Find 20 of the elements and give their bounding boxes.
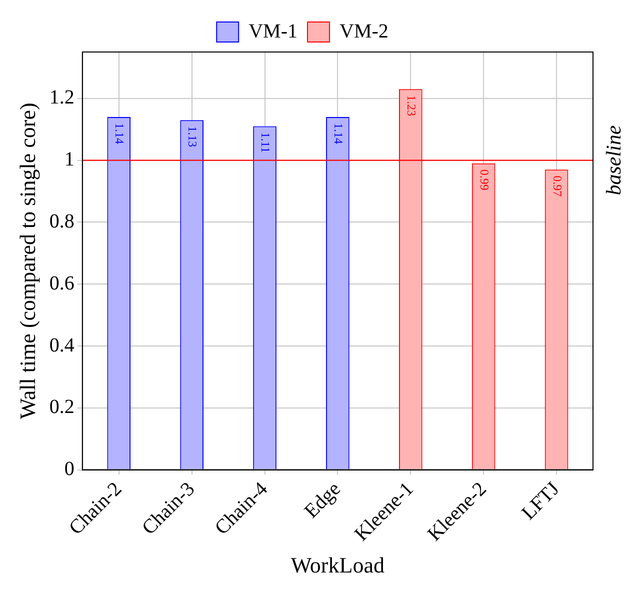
data-label: 1.14 bbox=[112, 122, 127, 144]
y-axis-title: Wall time (compared to single core) bbox=[14, 102, 40, 420]
y-tick-label: 0 bbox=[64, 458, 74, 480]
legend-label: VM-1 bbox=[248, 20, 298, 42]
legend-label: VM-2 bbox=[340, 20, 388, 42]
y-tick-label: 1 bbox=[64, 148, 74, 171]
y-tick-label: 0.8 bbox=[49, 210, 74, 232]
y-tick-label: 0.6 bbox=[49, 272, 74, 294]
data-label: 0.97 bbox=[550, 176, 564, 197]
data-label: 1.11 bbox=[258, 132, 273, 153]
data-label: 1.14 bbox=[332, 122, 346, 144]
ref-line-label: baseline bbox=[602, 125, 626, 196]
y-tick-label: 0.4 bbox=[49, 334, 74, 356]
data-label: 1.23 bbox=[404, 95, 418, 116]
y-tick-label: 0.2 bbox=[49, 396, 74, 418]
data-label: 1.13 bbox=[186, 126, 200, 148]
y-tick-label: 1.2 bbox=[49, 86, 74, 109]
x-tick-label: Edge bbox=[300, 478, 346, 523]
data-label: 0.99 bbox=[477, 169, 492, 190]
x-axis-title: WorkLoad bbox=[290, 552, 384, 578]
